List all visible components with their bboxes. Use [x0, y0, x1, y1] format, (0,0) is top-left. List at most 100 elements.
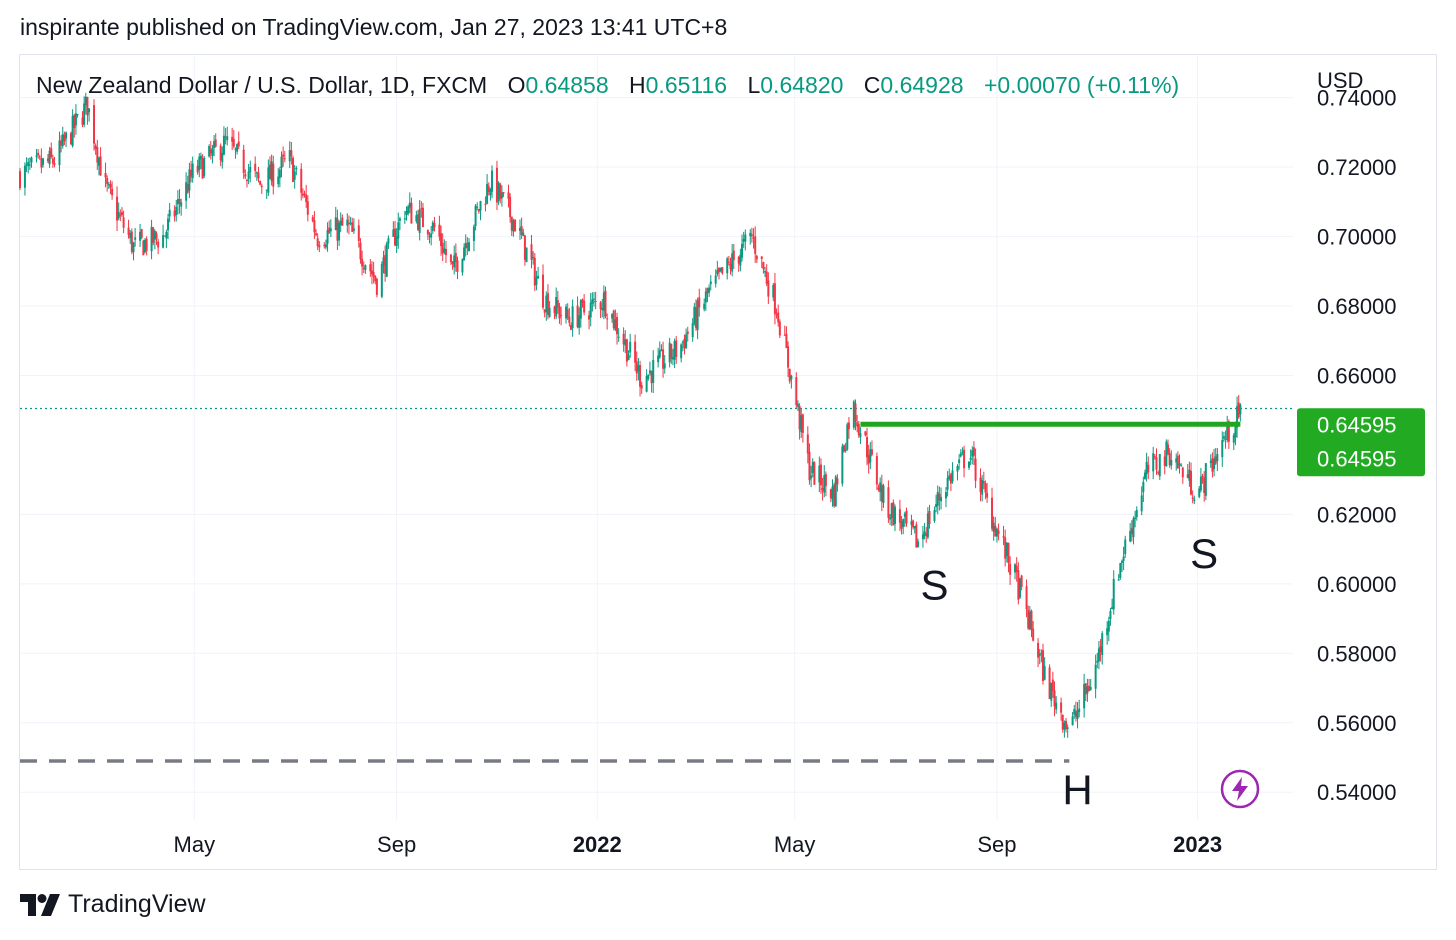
candle-body [842, 445, 845, 452]
candle-body [380, 264, 383, 297]
candle-body [81, 117, 84, 125]
candle-body [453, 255, 456, 268]
candle-body [129, 233, 132, 239]
candle-body [867, 454, 870, 464]
candle-body [1074, 711, 1077, 717]
change-value: +0.00070 (+0.11%) [983, 72, 1180, 98]
candle-body [405, 210, 408, 215]
candle-body [1142, 481, 1145, 493]
candle-body [35, 155, 38, 157]
candle-body [65, 132, 68, 139]
candle-body [602, 292, 605, 311]
candle-body [1027, 609, 1030, 629]
candle-body [731, 253, 734, 272]
candle-body [430, 233, 433, 238]
lightning-icon[interactable] [1220, 769, 1260, 809]
candle-body [912, 520, 915, 528]
candle-body [940, 497, 943, 502]
candle-body [764, 271, 767, 273]
candle-body [328, 227, 331, 233]
candle-body [611, 313, 614, 319]
candle-body [706, 288, 709, 294]
candle-body [622, 333, 625, 345]
candle-body [509, 196, 512, 218]
candle-body [1086, 686, 1089, 694]
tradingview-logo[interactable]: TradingView [20, 890, 206, 919]
candle-body [823, 475, 826, 493]
candle-body [739, 254, 742, 266]
currency-label: USD [1317, 68, 1364, 93]
candle-body [979, 477, 982, 493]
candle-body [716, 270, 719, 275]
candle-body [305, 194, 308, 202]
candle-body [61, 134, 64, 147]
candle-body [209, 149, 212, 154]
candle-body [898, 509, 901, 523]
candle-body [385, 243, 388, 277]
candle-body [1002, 536, 1005, 538]
low-label: L [747, 72, 761, 98]
candle-body [785, 333, 788, 349]
candle-body [1193, 499, 1196, 501]
candle-body [1050, 682, 1053, 701]
candle-body [986, 492, 989, 498]
candle-body [1153, 456, 1156, 458]
candle-body [767, 280, 770, 297]
candle-body [935, 503, 938, 508]
candle-body [523, 235, 526, 260]
candle-body [1221, 439, 1224, 458]
candle-body [122, 217, 125, 228]
candle-body [525, 247, 528, 262]
candle-body [236, 144, 239, 152]
candle-body [691, 323, 694, 338]
candle-body [191, 163, 194, 179]
candle-body [1005, 542, 1008, 557]
candle-body [107, 184, 110, 186]
candle-body [349, 222, 352, 224]
candle-body [168, 209, 171, 217]
candle-body [267, 167, 270, 193]
candle-body [301, 193, 304, 196]
candle-body [69, 133, 72, 145]
candle-body [796, 403, 799, 407]
candle-body [336, 218, 339, 241]
x-axis: May Sep 2022 May Sep 2023 [174, 832, 1223, 857]
candle-body [819, 464, 822, 486]
candle-body [1236, 406, 1239, 428]
candle-body [1015, 565, 1018, 573]
candle-body [663, 363, 666, 369]
candle-body [46, 158, 49, 162]
candle-body [1143, 472, 1146, 479]
candle-body [451, 261, 454, 265]
candle-body [833, 484, 836, 507]
candle-body [704, 291, 707, 303]
candle-body [1199, 476, 1202, 491]
candle-body [995, 528, 998, 537]
candle-body [532, 257, 535, 259]
candle-body [846, 424, 849, 450]
candle-body [232, 138, 235, 147]
candle-body [1117, 579, 1120, 581]
candle-body [259, 181, 262, 185]
pattern-label: H [1062, 766, 1092, 813]
candle-body [407, 206, 410, 214]
candle-body [23, 165, 26, 188]
candle-body [134, 237, 137, 240]
candle-body [1213, 458, 1216, 470]
candle-body [847, 422, 850, 430]
candle-body [790, 375, 793, 380]
candle-body [277, 176, 280, 185]
candle-body [153, 230, 156, 240]
candle-body [372, 272, 375, 277]
candle-body [795, 377, 798, 406]
candle-body [639, 365, 642, 387]
candle-body [431, 222, 434, 231]
candle-body [132, 242, 135, 253]
candle-body [520, 226, 523, 235]
candle-body [869, 449, 872, 463]
candle-body [698, 297, 701, 308]
candle-body [272, 163, 275, 187]
candle-body [1040, 653, 1043, 655]
candle-body [824, 474, 827, 487]
